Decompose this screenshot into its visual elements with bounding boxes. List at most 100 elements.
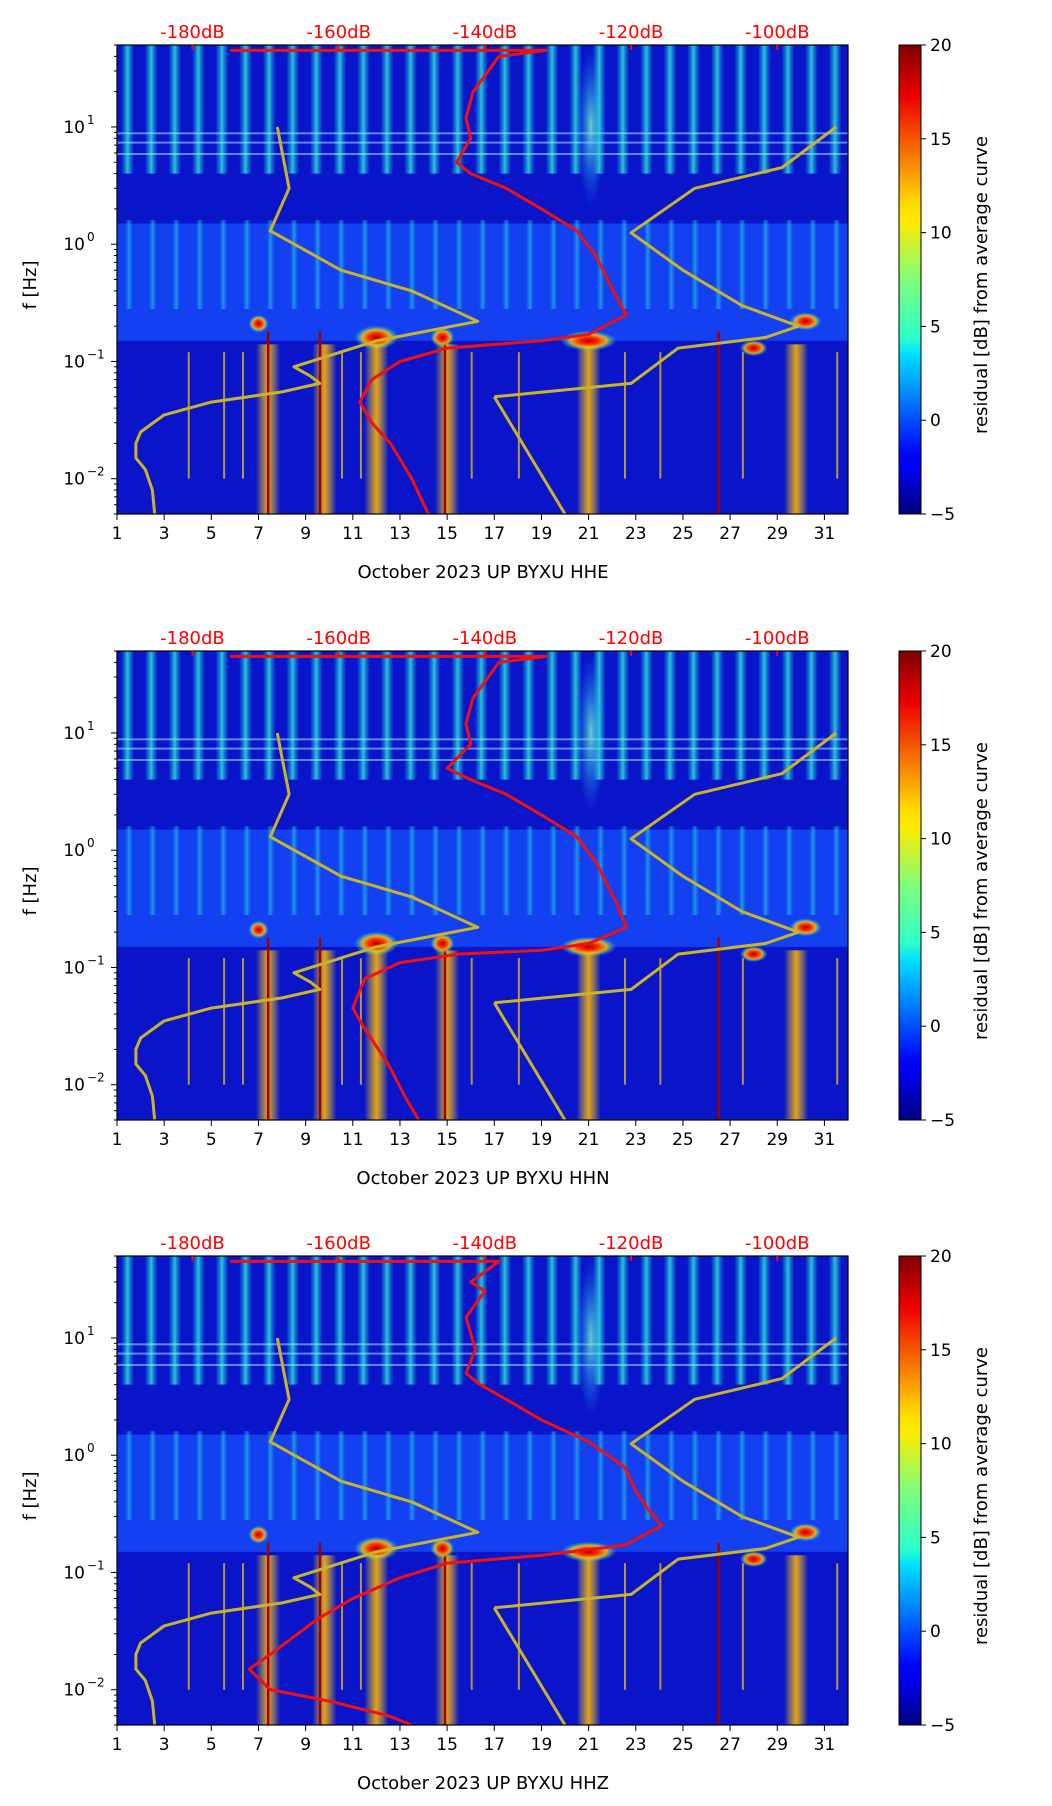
x-tick-label: 19 — [531, 1735, 553, 1755]
event-column — [435, 1555, 460, 1725]
daily-band — [714, 826, 723, 916]
event-column — [312, 344, 337, 514]
event-spike — [443, 937, 447, 1120]
daily-band — [195, 220, 204, 310]
daily-band — [639, 651, 653, 780]
daily-band — [380, 651, 394, 780]
x-tick-label: 29 — [766, 524, 788, 544]
y-tick-exponent: 0 — [87, 1441, 95, 1455]
spectral-line — [117, 758, 848, 761]
spectral-line — [117, 1352, 848, 1355]
event-spike — [741, 1563, 744, 1690]
x-axis-label: October 2023 UP BYXU HHE — [357, 562, 608, 583]
daily-band — [643, 826, 652, 916]
x-tick-label: 21 — [578, 524, 600, 544]
event-spike — [223, 1563, 226, 1690]
daily-band — [313, 826, 322, 916]
spectral-line — [117, 738, 848, 741]
daily-band — [262, 651, 276, 780]
daily-band — [243, 220, 251, 310]
daily-band — [455, 1431, 464, 1521]
spectrogram-image — [117, 45, 848, 514]
event-spike — [517, 1563, 520, 1690]
colorbar-tick-label: 20 — [930, 642, 952, 662]
colorbar-tick-label: 10 — [930, 224, 952, 244]
daily-band — [828, 45, 842, 174]
daily-band — [172, 826, 181, 916]
event-spike — [623, 958, 626, 1085]
daily-band — [757, 651, 771, 780]
spectral-line — [117, 1343, 848, 1346]
daily-band — [286, 1256, 300, 1385]
spectrogram-image — [117, 1256, 848, 1725]
db-label: -180dB — [160, 22, 225, 43]
daily-band — [191, 1256, 205, 1385]
reference-model-curve — [134, 732, 480, 1120]
event-column — [576, 344, 601, 514]
daily-band — [687, 651, 701, 780]
colorbar-tick-label: 0 — [930, 1622, 941, 1642]
daily-band — [219, 220, 228, 310]
y-tick-exponent: 1 — [87, 719, 95, 733]
daily-band — [734, 45, 748, 174]
event-spike — [443, 1542, 447, 1725]
daily-band — [356, 1256, 370, 1385]
daily-band — [337, 220, 346, 310]
y-tick-exponent: −1 — [87, 1558, 105, 1572]
daily-band — [360, 220, 369, 310]
reference-model-curve — [493, 396, 567, 514]
event-column — [364, 1555, 389, 1725]
event-spike — [717, 331, 720, 514]
daily-band — [215, 1256, 229, 1385]
event-spike — [241, 1563, 244, 1690]
daily-band — [781, 45, 795, 174]
x-tick-label: 19 — [531, 1130, 553, 1150]
storm-blob — [430, 933, 455, 954]
daily-band — [309, 651, 323, 780]
daily-band — [125, 826, 133, 916]
daily-band — [168, 651, 182, 780]
daily-band — [337, 1431, 346, 1521]
daily-band — [832, 826, 841, 916]
daily-band — [832, 1431, 841, 1521]
x-tick-label: 11 — [342, 524, 364, 544]
x-tick-label: 7 — [253, 1735, 264, 1755]
daily-band — [195, 826, 204, 916]
storm-blob — [560, 936, 617, 957]
event-spike — [741, 958, 744, 1085]
daily-band — [266, 826, 275, 916]
daily-band — [239, 45, 252, 174]
db-label: -180dB — [160, 628, 225, 649]
daily-band — [290, 1431, 298, 1521]
daily-band — [451, 651, 465, 780]
colorbar-label: residual [dB] from average curve — [971, 136, 992, 434]
daily-band — [380, 1256, 394, 1385]
daily-band — [498, 45, 512, 174]
daily-band — [596, 1431, 605, 1521]
daily-band — [691, 826, 699, 916]
x-tick-label: 1 — [112, 1130, 123, 1150]
daily-band — [478, 826, 487, 916]
event-spike — [266, 331, 270, 514]
event-spike — [341, 1563, 344, 1690]
panel-hhz: October 2023 UP BYXU HHZ f [Hz] residual… — [20, 1233, 992, 1794]
daily-band — [219, 826, 228, 916]
daily-band — [408, 826, 416, 916]
daily-band — [431, 1431, 440, 1521]
daily-band — [549, 826, 558, 916]
y-axis-label: f [Hz] — [20, 260, 41, 309]
daily-band — [761, 220, 770, 310]
daily-band — [451, 1256, 465, 1385]
daily-band — [148, 1431, 157, 1521]
event-column — [312, 950, 337, 1120]
daily-band — [262, 45, 276, 174]
db-label: -120dB — [599, 22, 664, 43]
y-tick-label: 10 — [63, 470, 85, 490]
x-tick-label: 9 — [300, 524, 311, 544]
event-spike — [359, 352, 362, 479]
daily-band — [620, 826, 629, 916]
y-tick-exponent: −2 — [87, 1676, 105, 1690]
event-spike — [187, 1563, 190, 1690]
daily-band — [734, 651, 748, 780]
y-tick-label: 10 — [63, 352, 85, 372]
